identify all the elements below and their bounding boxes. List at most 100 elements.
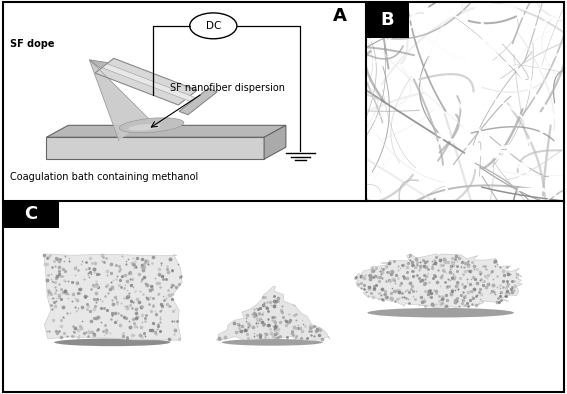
Point <box>54 281 64 288</box>
Point <box>50 279 60 285</box>
Text: SF nanofiber dispersion: SF nanofiber dispersion <box>170 82 285 93</box>
Point <box>366 290 375 296</box>
Text: C: C <box>24 205 37 223</box>
Point <box>453 258 462 264</box>
Point <box>433 279 442 286</box>
Point <box>415 265 424 271</box>
Point <box>151 310 160 317</box>
Point <box>130 323 139 329</box>
Point <box>61 268 70 274</box>
Point <box>97 257 106 264</box>
Point <box>138 268 147 274</box>
Point <box>270 303 279 309</box>
Point <box>124 293 133 299</box>
Point <box>306 325 315 331</box>
Point <box>135 288 144 294</box>
Point <box>318 335 327 342</box>
Point <box>129 261 138 267</box>
Point <box>430 273 439 279</box>
Point <box>50 263 59 269</box>
Point <box>412 272 421 279</box>
Point <box>110 294 119 300</box>
Point <box>452 268 462 274</box>
Point <box>502 278 511 284</box>
Point <box>151 331 160 337</box>
Point <box>380 291 389 297</box>
Point <box>51 287 60 294</box>
Point <box>446 277 455 284</box>
Point <box>437 293 446 299</box>
Point <box>454 286 463 292</box>
Point <box>243 331 252 337</box>
Point <box>436 262 445 269</box>
Point <box>269 302 278 309</box>
Point <box>253 322 262 329</box>
Point <box>47 294 56 301</box>
Point <box>101 327 110 334</box>
Point <box>424 279 433 285</box>
Point <box>364 272 373 278</box>
Point <box>99 332 108 338</box>
Point <box>171 306 180 312</box>
Point <box>511 282 520 288</box>
Point <box>428 265 437 271</box>
Point <box>126 275 135 282</box>
Point <box>361 289 370 296</box>
Point <box>370 267 379 273</box>
Point <box>108 301 117 308</box>
Point <box>255 315 264 321</box>
Point <box>469 266 478 273</box>
Point <box>93 314 102 321</box>
Point <box>398 294 407 300</box>
Point <box>387 268 396 274</box>
Point <box>408 283 417 290</box>
Point <box>65 258 74 264</box>
Point <box>395 287 404 294</box>
Point <box>456 263 465 269</box>
Point <box>417 299 426 305</box>
Text: A: A <box>333 7 347 25</box>
Point <box>298 317 307 323</box>
Point <box>252 332 261 338</box>
Point <box>492 284 501 290</box>
Point <box>72 279 81 286</box>
Point <box>126 271 135 277</box>
Point <box>121 261 130 267</box>
Point <box>249 330 258 336</box>
Point <box>67 333 77 339</box>
Polygon shape <box>46 125 286 137</box>
Point <box>118 333 127 339</box>
Ellipse shape <box>54 338 171 346</box>
Point <box>460 268 469 275</box>
Point <box>88 282 98 288</box>
Point <box>70 325 79 331</box>
Point <box>483 275 492 282</box>
Point <box>163 269 172 275</box>
Point <box>92 314 101 321</box>
Point <box>475 286 484 292</box>
Point <box>268 314 277 320</box>
Point <box>77 261 86 267</box>
Point <box>443 297 452 303</box>
Point <box>58 304 67 310</box>
Point <box>356 274 365 280</box>
Point <box>367 268 376 274</box>
Point <box>419 263 428 269</box>
Point <box>120 282 129 288</box>
Point <box>141 312 150 318</box>
Point <box>447 288 456 294</box>
Point <box>169 308 178 314</box>
Point <box>50 303 60 309</box>
Point <box>149 321 158 327</box>
Point <box>378 297 387 303</box>
Point <box>153 321 162 327</box>
Point <box>265 326 274 332</box>
Point <box>376 292 386 298</box>
Point <box>54 258 63 264</box>
Point <box>446 263 455 269</box>
Point <box>387 295 396 301</box>
Point <box>103 272 112 278</box>
Point <box>55 294 64 300</box>
Point <box>378 275 387 281</box>
Point <box>96 319 105 325</box>
